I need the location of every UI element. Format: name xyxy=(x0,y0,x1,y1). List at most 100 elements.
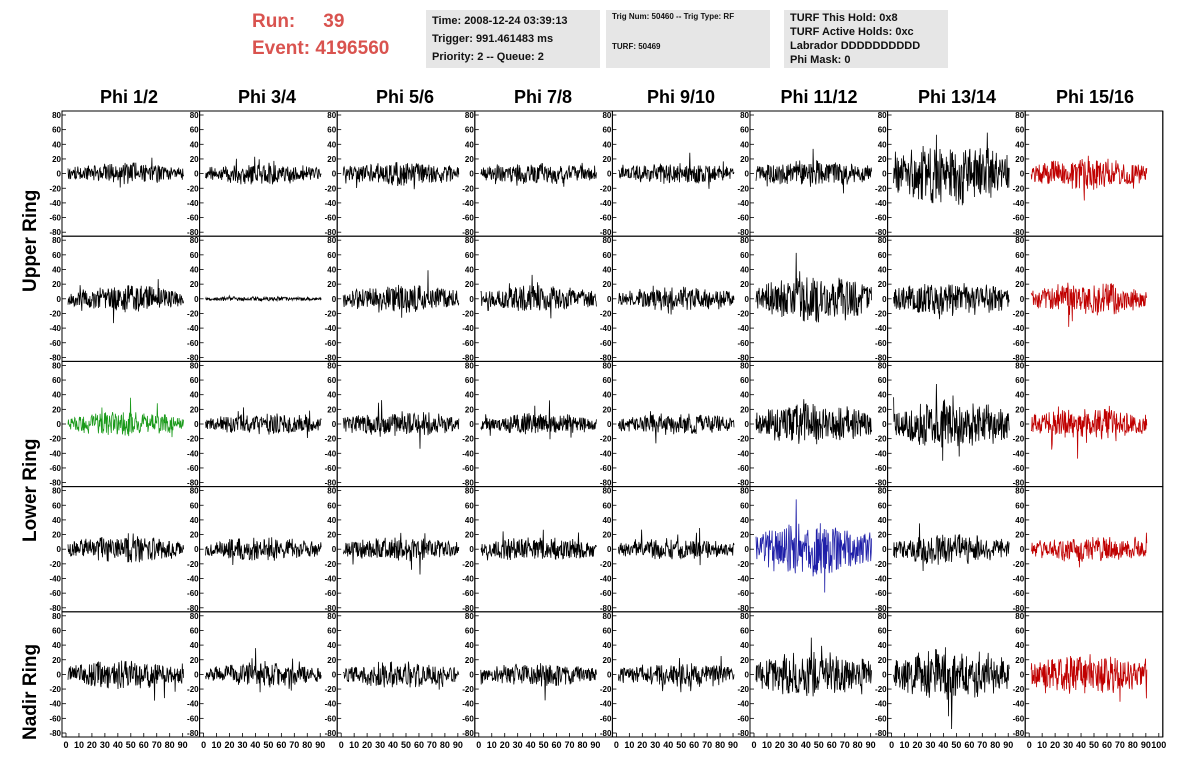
x-tick-label: 10 xyxy=(1037,740,1047,750)
x-tick-label: 30 xyxy=(925,740,935,750)
y-tick-label: 0 xyxy=(607,420,612,429)
y-tick-label: -20 xyxy=(737,184,749,193)
y-tick-label: -60 xyxy=(1013,464,1025,473)
y-tick-label: 60 xyxy=(1015,376,1024,385)
y-tick-label: 40 xyxy=(1015,516,1024,525)
x-tick-label: 0 xyxy=(201,740,206,750)
y-tick-label: 20 xyxy=(52,405,61,414)
y-tick-label: 20 xyxy=(602,155,611,164)
y-tick-label: -60 xyxy=(187,589,199,598)
x-tick-label: 40 xyxy=(113,740,123,750)
y-tick-label: 20 xyxy=(878,531,887,540)
y-tick-label: 60 xyxy=(878,251,887,260)
y-tick-label: -80 xyxy=(49,479,61,488)
y-tick-label: -80 xyxy=(737,479,749,488)
y-tick-label: -40 xyxy=(600,199,612,208)
y-tick-label: 80 xyxy=(878,612,887,621)
y-tick-label: -20 xyxy=(600,309,612,318)
waveform-trace xyxy=(480,663,597,701)
y-tick-label: 20 xyxy=(465,656,474,665)
y-tick-label: -60 xyxy=(600,714,612,723)
y-tick-label: -20 xyxy=(49,309,61,318)
y-tick-label: 80 xyxy=(602,236,611,245)
y-tick-label: 20 xyxy=(52,155,61,164)
x-tick-label: 0 xyxy=(1027,740,1032,750)
y-tick-label: -20 xyxy=(875,435,887,444)
phi-mask-text: Phi Mask: 0 xyxy=(790,54,851,66)
y-tick-label: -80 xyxy=(462,353,474,362)
x-tick-label: 20 xyxy=(87,740,97,750)
y-tick-label: -40 xyxy=(325,700,337,709)
y-tick-label: -80 xyxy=(49,729,61,738)
y-tick-label: 0 xyxy=(194,295,199,304)
run-value: 39 xyxy=(323,11,345,32)
waveform-trace xyxy=(893,523,1010,572)
y-tick-label: 80 xyxy=(190,487,199,496)
y-tick-label: -40 xyxy=(1013,700,1025,709)
y-tick-label: -60 xyxy=(187,214,199,223)
event-value: 4196560 xyxy=(315,38,390,59)
waveform-trace xyxy=(67,660,184,701)
y-tick-label: -20 xyxy=(49,184,61,193)
turf-text: TURF: 50469 xyxy=(612,42,661,51)
y-tick-label: 40 xyxy=(740,140,749,149)
column-header: Phi 5/6 xyxy=(375,87,435,107)
y-tick-label: -40 xyxy=(600,449,612,458)
y-tick-label: 20 xyxy=(1015,405,1024,414)
y-tick-label: -60 xyxy=(1013,589,1025,598)
y-tick-label: -20 xyxy=(462,309,474,318)
run-event-box: Run: 39 Event: 4196560 xyxy=(252,8,389,62)
x-tick-label: 70 xyxy=(152,740,162,750)
y-tick-label: 0 xyxy=(57,420,62,429)
y-tick-label: -40 xyxy=(600,575,612,584)
y-tick-label: 60 xyxy=(1015,126,1024,135)
x-tick-label: 80 xyxy=(853,740,863,750)
y-tick-label: -20 xyxy=(737,685,749,694)
y-tick-label: 60 xyxy=(602,501,611,510)
x-tick-label: 90 xyxy=(1003,740,1013,750)
turf-hold-text: TURF This Hold: 0x8 xyxy=(790,12,898,24)
y-tick-label: 40 xyxy=(740,266,749,275)
y-tick-label: -20 xyxy=(1013,560,1025,569)
y-tick-label: 80 xyxy=(327,111,336,120)
y-tick-label: 60 xyxy=(740,501,749,510)
y-tick-label: -60 xyxy=(462,464,474,473)
y-tick-label: 0 xyxy=(57,170,62,179)
y-tick-label: 0 xyxy=(332,545,337,554)
y-tick-label: -60 xyxy=(462,214,474,223)
y-tick-label: 40 xyxy=(878,516,887,525)
y-tick-label: -20 xyxy=(875,685,887,694)
y-tick-label: -80 xyxy=(187,729,199,738)
y-tick-label: -40 xyxy=(49,700,61,709)
waveform-trace xyxy=(480,400,597,440)
column-header: Phi 11/12 xyxy=(780,87,858,107)
y-tick-label: -40 xyxy=(737,575,749,584)
x-tick-label: 30 xyxy=(375,740,385,750)
x-tick-label: 0 xyxy=(476,740,481,750)
y-tick-label: 80 xyxy=(602,361,611,370)
y-tick-label: -20 xyxy=(462,184,474,193)
y-tick-label: 0 xyxy=(607,295,612,304)
y-tick-label: -60 xyxy=(325,214,337,223)
y-tick-label: 40 xyxy=(465,266,474,275)
y-tick-label: 80 xyxy=(190,236,199,245)
y-tick-label: -80 xyxy=(737,353,749,362)
x-tick-label: 80 xyxy=(1128,740,1138,750)
y-tick-label: 40 xyxy=(190,516,199,525)
y-tick-label: 80 xyxy=(465,612,474,621)
waveform-trace xyxy=(67,157,184,188)
x-tick-label: 90 xyxy=(728,740,738,750)
y-tick-label: -40 xyxy=(49,199,61,208)
y-tick-label: -80 xyxy=(325,228,337,237)
x-tick-label: 90 xyxy=(453,740,463,750)
waveform-trace xyxy=(1030,405,1148,459)
x-tick-label: 30 xyxy=(788,740,798,750)
waveform-trace xyxy=(1030,282,1148,327)
x-tick-label: 80 xyxy=(440,740,450,750)
y-tick-label: -80 xyxy=(187,479,199,488)
y-tick-label: 80 xyxy=(602,487,611,496)
y-tick-label: -80 xyxy=(325,729,337,738)
y-tick-label: 20 xyxy=(740,280,749,289)
y-tick-label: 20 xyxy=(465,531,474,540)
y-tick-label: 20 xyxy=(740,405,749,414)
